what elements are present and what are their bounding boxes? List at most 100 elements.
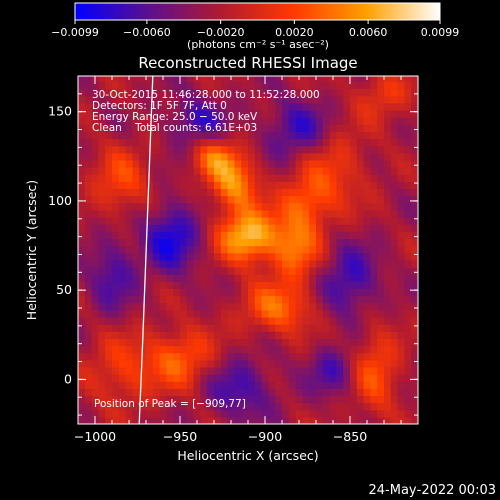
heatmap-cell — [411, 331, 418, 339]
heatmap-cell — [180, 81, 188, 90]
heatmap-cell — [159, 238, 167, 247]
heatmap-cell — [118, 252, 127, 261]
heatmap-cell — [84, 245, 93, 254]
heatmap-cell — [336, 216, 344, 225]
heatmap-cell — [105, 88, 113, 97]
heatmap-cell — [295, 388, 303, 397]
heatmap-cell — [105, 188, 113, 197]
heatmap-cell — [84, 109, 93, 118]
heatmap-cell — [268, 288, 276, 297]
heatmap-cell — [166, 324, 174, 332]
heatmap-cell — [166, 76, 174, 82]
heatmap-cell — [220, 259, 229, 268]
heatmap-cell — [370, 324, 378, 332]
heatmap-cell — [118, 124, 127, 132]
heatmap-cell — [166, 381, 174, 389]
heatmap-cell — [166, 388, 174, 397]
heatmap-cell — [112, 345, 120, 354]
heatmap-cell — [139, 152, 147, 161]
heatmap-cell — [91, 167, 99, 175]
heatmap — [78, 76, 418, 424]
heatmap-cell — [390, 295, 399, 304]
heatmap-cell — [125, 388, 133, 397]
heatmap-cell — [125, 324, 133, 332]
heatmap-cell — [159, 259, 167, 268]
heatmap-cell — [384, 216, 392, 225]
heatmap-cell — [390, 416, 399, 424]
heatmap-cell — [132, 302, 140, 311]
heatmap-cell — [397, 374, 405, 382]
heatmap-cell — [105, 224, 113, 232]
heatmap-cell — [173, 345, 181, 354]
heatmap-cell — [214, 231, 222, 239]
heatmap-cell — [329, 366, 337, 375]
heatmap-cell — [370, 388, 378, 397]
heatmap-cell — [84, 238, 93, 247]
heatmap-cell — [118, 245, 127, 254]
heatmap-cell — [254, 302, 263, 311]
heatmap-cell — [98, 145, 106, 154]
heatmap-cell — [404, 402, 412, 411]
heatmap-cell — [329, 131, 337, 140]
heatmap-cell — [248, 281, 256, 289]
heatmap-cell — [214, 159, 222, 168]
heatmap-cell — [227, 202, 235, 211]
heatmap-cell — [397, 352, 405, 361]
heatmap-cell — [329, 381, 337, 389]
heatmap-cell — [152, 224, 161, 232]
heatmap-cell — [309, 402, 317, 411]
heatmap-cell — [91, 409, 99, 418]
heatmap-cell — [200, 395, 208, 404]
heatmap-cell — [152, 366, 161, 375]
colorbar-ticks: −0.0099 −0.0060 −0.0020 0.0020 0.0060 0.0099 — [51, 20, 459, 39]
heatmap-cell — [193, 216, 201, 225]
heatmap-cell — [316, 117, 324, 125]
heatmap-cell — [220, 331, 229, 339]
heatmap-cell — [261, 259, 269, 268]
heatmap-cell — [288, 109, 297, 118]
heatmap-cell — [404, 238, 412, 247]
heatmap-cell — [370, 302, 378, 311]
heatmap-cell — [241, 409, 249, 418]
heatmap-cell — [159, 95, 167, 104]
heatmap-cell — [125, 252, 133, 261]
heatmap-cell — [248, 109, 256, 118]
heatmap-cell — [404, 281, 412, 289]
heatmap-cell — [411, 195, 418, 204]
heatmap-cell — [214, 352, 222, 361]
heatmap-cell — [377, 102, 385, 111]
heatmap-cell — [180, 252, 188, 261]
heatmap-cell — [336, 174, 344, 182]
heatmap-cell — [152, 238, 161, 247]
heatmap-cell — [98, 238, 106, 247]
heatmap-cell — [322, 288, 331, 297]
heatmap-cell — [84, 374, 93, 382]
heatmap-cell — [112, 266, 120, 275]
heatmap-cell — [356, 416, 365, 424]
heatmap-cell — [118, 388, 127, 397]
heatmap-cell — [98, 366, 106, 375]
heatmap-cell — [356, 88, 365, 97]
heatmap-cell — [214, 167, 222, 175]
heatmap-cell — [363, 388, 371, 397]
heatmap-cell — [207, 238, 215, 247]
heatmap-cell — [105, 167, 113, 175]
heatmap-cell — [214, 274, 222, 282]
heatmap-cell — [363, 138, 371, 147]
heatmap-cell — [186, 245, 195, 254]
heatmap-cell — [78, 259, 86, 268]
heatmap-cell — [302, 338, 310, 347]
heatmap-cell — [112, 159, 120, 168]
heatmap-cell — [220, 138, 229, 147]
heatmap-cell — [363, 309, 371, 318]
heatmap-cell — [254, 245, 263, 254]
heatmap-cell — [309, 81, 317, 90]
heatmap-cell — [227, 174, 235, 182]
heatmap-cell — [363, 95, 371, 104]
heatmap-cell — [248, 252, 256, 261]
heatmap-cell — [118, 88, 127, 97]
heatmap-cell — [125, 345, 133, 354]
heatmap-cell — [227, 124, 235, 132]
heatmap-cell — [112, 295, 120, 304]
heatmap-cell — [268, 345, 276, 354]
